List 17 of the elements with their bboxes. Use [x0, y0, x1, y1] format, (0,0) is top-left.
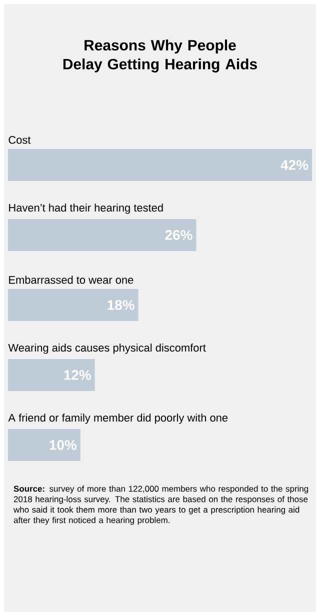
bar [8, 148, 312, 181]
y-tick-label: Cost [8, 136, 31, 144]
data-label: 26% [165, 230, 192, 240]
y-tick-label: A friend or family member did poorly with one [8, 414, 228, 424]
data-label: 12% [64, 370, 91, 380]
bar [8, 288, 138, 321]
y-tick-label: Embarrassed to wear one [9, 276, 134, 284]
data-label: 10% [50, 440, 76, 450]
data-label: 18% [108, 300, 134, 310]
y-tick-label: Wearing aids causes physical discomfort [8, 344, 206, 354]
text: Source: survey of more than 122,000 members who responded to the spring 2018 hearing-loss survey. The statistics are based on the responses of those who said it took them more than two years to get a prescription hearing aid after they first noticed a hearing problem. [14, 486, 308, 525]
bar [8, 358, 95, 391]
y-tick-label: Haven’t had their hearing tested [9, 204, 163, 214]
bar [8, 218, 196, 251]
bar [8, 428, 80, 461]
data-label: 42% [280, 160, 308, 170]
chart-title: Reasons Why People Delay Getting Hearing Aids [63, 40, 257, 72]
